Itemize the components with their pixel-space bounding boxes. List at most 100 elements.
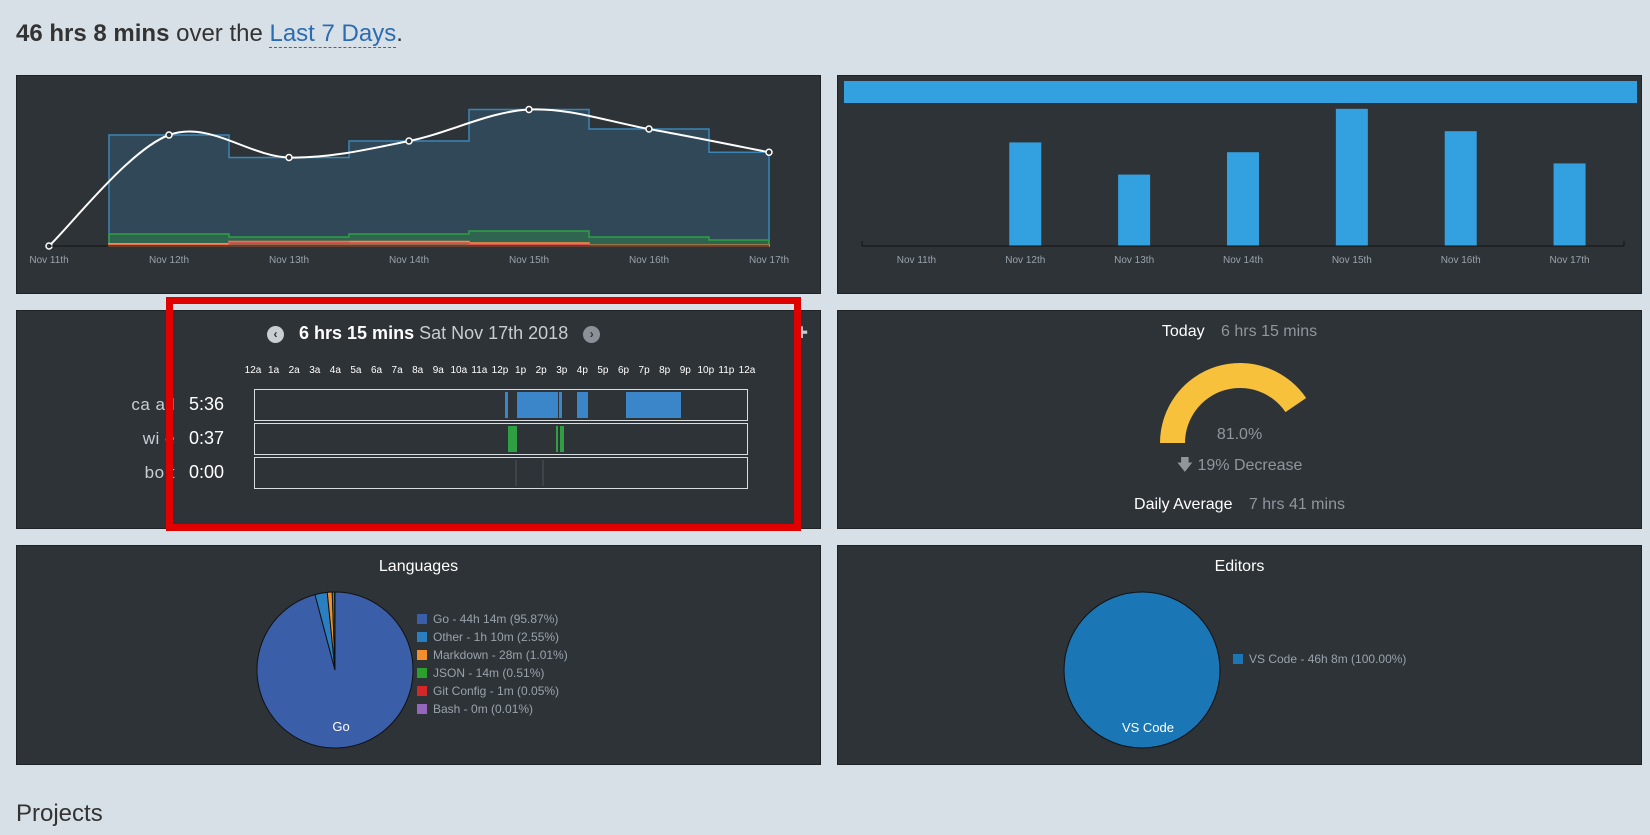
timeline-row[interactable] bbox=[254, 457, 748, 489]
hour-label: 7a bbox=[391, 365, 403, 376]
today-label: Today bbox=[1161, 323, 1205, 340]
hour-label: 1p bbox=[515, 365, 527, 376]
hour-label: 8a bbox=[412, 365, 424, 376]
bar-1 bbox=[1009, 142, 1042, 246]
bar-3 bbox=[1227, 152, 1259, 246]
editors-panel: Editors VS Code VS Code - 46h 8m (100.00… bbox=[837, 545, 1642, 765]
area-chart-svg: Nov 11th Nov 12th Nov 13th Nov 14th Nov 15th… bbox=[29, 105, 789, 266]
settings-icon[interactable]: ✚ bbox=[794, 325, 808, 342]
today-panel: Today 6 hrs 15 mins 81.0% 🡇 19% Decrease… bbox=[837, 310, 1642, 529]
legend-swatch bbox=[417, 650, 427, 660]
legend-label: Git Config - 1m (0.05%) bbox=[433, 684, 560, 698]
timeline-row-time: 0:37 bbox=[189, 428, 225, 448]
hour-label: 11p bbox=[718, 365, 735, 376]
gauge-arc bbox=[1160, 363, 1307, 443]
top-band bbox=[844, 81, 1637, 103]
legend-item: Markdown - 28m (1.01%) bbox=[417, 646, 568, 664]
timeline-row[interactable] bbox=[254, 389, 748, 421]
day-header: ‹ 6 hrs 15 mins Sat Nov 17th 2018 › bbox=[267, 323, 601, 344]
timeline-row-time: 0:00 bbox=[189, 462, 225, 482]
hour-label: 2a bbox=[288, 365, 300, 376]
timeline-segment[interactable] bbox=[559, 392, 563, 418]
hour-label: 10p bbox=[697, 365, 715, 376]
hour-label: 11a bbox=[471, 365, 488, 376]
legend-swatch bbox=[417, 668, 427, 678]
legend-item: Go - 44h 14m (95.87%) bbox=[417, 610, 568, 628]
timeline-row[interactable] bbox=[254, 423, 748, 455]
trend-point-1 bbox=[165, 131, 173, 139]
legend-item: JSON - 14m (0.51%) bbox=[417, 664, 568, 682]
area-series-total bbox=[108, 108, 770, 247]
hour-label: 2p bbox=[535, 365, 547, 376]
pie-slice-0 bbox=[1063, 591, 1221, 749]
x-tick-label: Nov 16th bbox=[1441, 255, 1481, 266]
timeline-segment[interactable] bbox=[542, 460, 544, 486]
timeline-row-label: bo t bbox=[144, 463, 175, 482]
today-header: Today 6 hrs 15 mins bbox=[838, 323, 1641, 341]
summary-middle: over the bbox=[176, 20, 263, 47]
legend-swatch bbox=[417, 704, 427, 714]
x-tick-label: Nov 13th bbox=[269, 255, 309, 266]
date-range-link[interactable]: Last 7 Days bbox=[269, 20, 397, 48]
trend-point-6 bbox=[765, 148, 773, 156]
timeline-segment[interactable] bbox=[517, 392, 559, 418]
summary-heading: 46 hrs 8 mins over the Last 7 Days. bbox=[16, 20, 403, 48]
legend-item: Other - 1h 10m (2.55%) bbox=[417, 628, 568, 646]
hour-label: 3a bbox=[309, 365, 321, 376]
timeline-segment[interactable] bbox=[556, 426, 559, 452]
legend-swatch bbox=[417, 632, 427, 642]
day-date: Sat Nov 17th 2018 bbox=[419, 323, 569, 343]
hour-label: 4p bbox=[576, 365, 588, 376]
languages-legend: Go - 44h 14m (95.87%) Other - 1h 10m (2.5… bbox=[417, 610, 568, 718]
daily-average-label: Daily Average bbox=[1134, 496, 1233, 513]
x-tick-label: Nov 11th bbox=[897, 255, 936, 266]
legend-label: Markdown - 28m (1.01%) bbox=[433, 648, 568, 662]
timeline-segment[interactable] bbox=[626, 392, 682, 418]
timeline-segment[interactable] bbox=[508, 426, 518, 452]
legend-label: Other - 1h 10m (2.55%) bbox=[433, 630, 560, 644]
timeline-hour-axis: 12a 1a 2a 3a 4a 5a 6a 7a 8a 9a 10a 11a 12p 1p 2p 3p 4p 5p… bbox=[245, 365, 756, 379]
daily-average-value: 7 hrs 41 mins bbox=[1248, 496, 1345, 513]
timeline-segment[interactable] bbox=[576, 392, 589, 418]
legend-item: Git Config - 1m (0.05%) bbox=[417, 682, 568, 700]
bar-5 bbox=[1444, 131, 1477, 246]
today-value: 6 hrs 15 mins bbox=[1221, 323, 1318, 340]
x-tick-label: Nov 17th bbox=[749, 255, 789, 266]
summary-end: . bbox=[396, 20, 403, 47]
bar-6 bbox=[1553, 163, 1586, 246]
today-gauge bbox=[1160, 363, 1307, 443]
chevron-left-icon[interactable]: ‹ bbox=[267, 326, 284, 343]
hour-label: 7p bbox=[638, 365, 650, 376]
trend-point-5 bbox=[645, 125, 653, 133]
x-tick-label: Nov 12th bbox=[1005, 255, 1045, 266]
bar-chart-svg: Nov 11th Nov 12th Nov 13th Nov 14th Nov 15th… bbox=[844, 81, 1637, 266]
hour-label: 9a bbox=[432, 365, 444, 376]
timeline-segment[interactable] bbox=[560, 426, 564, 452]
trend-point-4 bbox=[525, 105, 533, 114]
x-tick-label: Nov 15th bbox=[509, 255, 549, 266]
legend-label: JSON - 14m (0.51%) bbox=[433, 666, 545, 680]
daily-bar-chart: Nov 11th Nov 12th Nov 13th Nov 14th Nov 15th… bbox=[837, 75, 1642, 294]
x-tick-label: Nov 17th bbox=[1550, 255, 1590, 266]
timeline-row-time: 5:36 bbox=[189, 394, 225, 414]
legend-swatch bbox=[1233, 654, 1243, 664]
editors-pie-chart: VS Code bbox=[1063, 591, 1221, 749]
trend-point-2 bbox=[285, 153, 293, 162]
day-duration: 6 hrs 15 mins bbox=[299, 323, 415, 343]
languages-panel: Languages Go Go - 44h 14m (95.87%) Other … bbox=[16, 545, 821, 765]
legend-label: VS Code - 46h 8m (100.00%) bbox=[1249, 652, 1407, 666]
timeline-segment[interactable] bbox=[505, 392, 509, 418]
legend-swatch bbox=[417, 614, 427, 624]
legend-label: Go - 44h 14m (95.87%) bbox=[433, 612, 559, 626]
legend-item: VS Code - 46h 8m (100.00%) bbox=[1233, 650, 1406, 668]
timeline-segment[interactable] bbox=[515, 460, 518, 486]
hour-label: 1a bbox=[268, 365, 280, 376]
x-tick-label: Nov 14th bbox=[1223, 255, 1263, 266]
chevron-right-icon[interactable]: › bbox=[583, 326, 601, 343]
coding-activity-area-chart: Nov 11th Nov 12th Nov 13th Nov 14th Nov 15th… bbox=[16, 75, 821, 294]
timeline-row-label: ca a l bbox=[131, 395, 175, 414]
bar-2 bbox=[1118, 174, 1151, 246]
arrow-down-icon: 🡇 bbox=[1176, 457, 1194, 474]
x-tick-label: Nov 13th bbox=[1114, 255, 1154, 266]
hour-label: 4a bbox=[329, 365, 341, 376]
